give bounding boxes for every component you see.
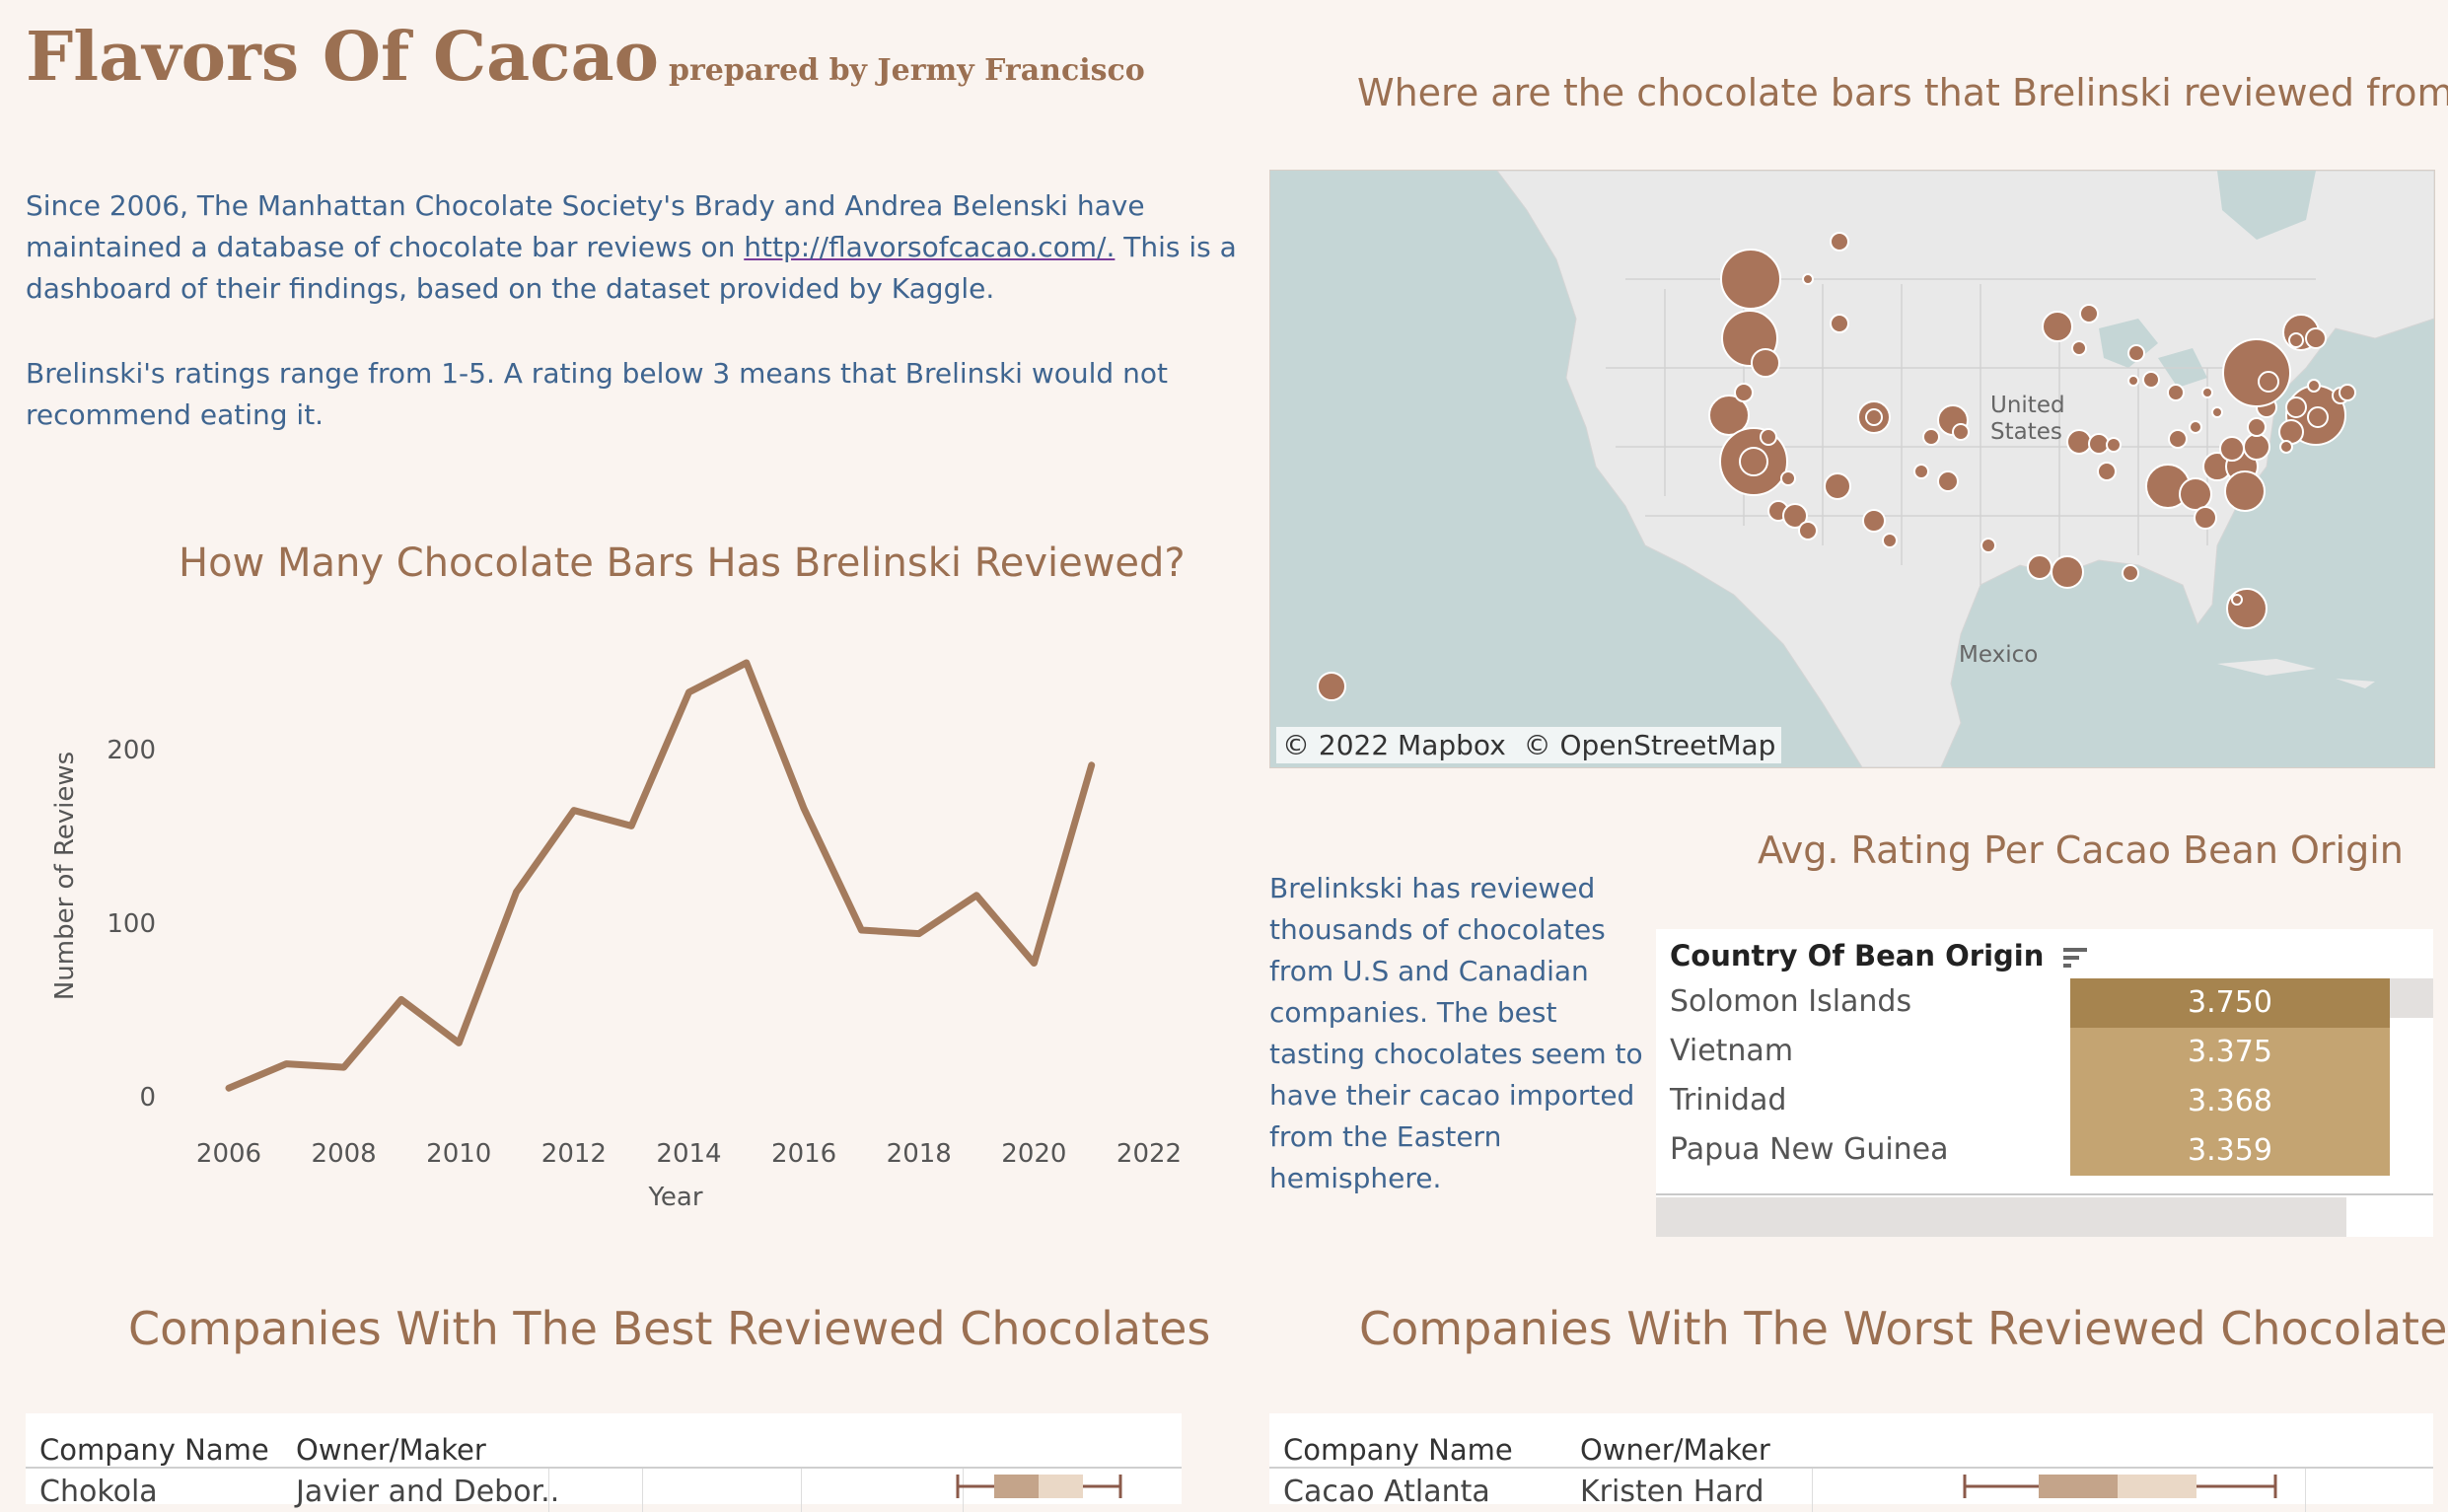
origin-column-header-label: Country Of Bean Origin (1670, 939, 2045, 972)
map-label-mexico: Mexico (1959, 642, 2038, 668)
map-attribution: © 2022 Mapbox © OpenStreetMap (1276, 727, 1782, 763)
origin-row[interactable]: Vietnam 3.375 (1656, 1028, 2433, 1077)
y-tick-label: 200 (107, 736, 156, 765)
title-subtitle: prepared by Jermy Francisco (668, 53, 1145, 88)
x-tick-label: 2010 (426, 1139, 491, 1169)
cell-divider (548, 1469, 549, 1512)
x-tick-label: 2008 (312, 1139, 377, 1169)
origin-country: Papua New Guinea (1670, 1132, 1949, 1167)
great-lakes (2099, 319, 2207, 388)
origin-country: Vietnam (1670, 1034, 1794, 1068)
cell-divider (642, 1469, 643, 1512)
origin-rating: 3.375 (2070, 1028, 2390, 1077)
worst-companies-title: Companies With The Worst Reviewed Chocol… (1359, 1302, 2448, 1355)
worst-companies-table[interactable]: Company Name Owner/Maker Cacao Atlanta K… (1269, 1413, 2433, 1512)
origin-column-header[interactable]: Country Of Bean Origin (1670, 939, 2091, 972)
vertical-scrollbar[interactable] (2390, 978, 2433, 1018)
intro-p1-pre: Since 2006, The Manhattan Chocolate Soci… (26, 189, 1145, 263)
map-svg: United States Mexico (1270, 171, 2434, 767)
intro-text: Since 2006, The Manhattan Chocolate Soci… (26, 185, 1239, 479)
best-companies-title: Companies With The Best Reviewed Chocola… (128, 1302, 1211, 1355)
reviews-line-chart[interactable]: 0 100 200 2006 2008 2010 2012 2014 2016 2018 2020… (30, 631, 1233, 1233)
x-tick-label: 2022 (1116, 1139, 1182, 1169)
cell-divider (963, 1469, 964, 1512)
worst-row-owner: Kristen Hard (1580, 1475, 1764, 1509)
x-tick-label: 2018 (887, 1139, 952, 1169)
best-col-company[interactable]: Company Name (39, 1433, 269, 1467)
x-tick-label: 2006 (196, 1139, 261, 1169)
origin-rating: 3.368 (2070, 1077, 2390, 1126)
worst-boxplot[interactable] (1960, 1469, 2285, 1504)
hudson-bay (2217, 171, 2316, 240)
table-divider (1656, 1193, 2433, 1195)
x-tick-label: 2012 (541, 1139, 607, 1169)
best-row-owner: Javier and Debor.. (296, 1475, 560, 1509)
best-col-owner[interactable]: Owner/Maker (296, 1433, 486, 1467)
sort-icon[interactable] (2061, 945, 2091, 971)
worst-header-divider (1269, 1467, 2433, 1469)
best-boxplot[interactable] (953, 1469, 1130, 1504)
y-tick-label: 0 (139, 1083, 156, 1113)
dashboard-title: Flavors Of Cacao prepared by Jermy Franci… (26, 18, 1145, 97)
osm-attribution[interactable]: © OpenStreetMap (1523, 729, 1776, 761)
series-line-reviews[interactable] (225, 659, 1096, 1092)
origin-country: Trinidad (1670, 1083, 1787, 1117)
cell-divider (2305, 1469, 2306, 1512)
y-tick-label: 100 (107, 909, 156, 939)
y-axis-label: Number of Reviews (50, 752, 80, 1000)
horizontal-scrollbar[interactable] (1656, 1197, 2346, 1237)
title-text: Flavors Of Cacao (26, 18, 659, 97)
caribbean-islands (2217, 659, 2375, 688)
best-row-company: Chokola (39, 1475, 158, 1509)
origin-country: Solomon Islands (1670, 984, 1912, 1019)
best-header-divider (26, 1467, 1182, 1469)
map-label-united: United (1990, 393, 2065, 418)
x-tick-label: 2020 (1001, 1139, 1066, 1169)
cell-divider (1812, 1469, 1813, 1512)
line-chart-title: How Many Chocolate Bars Has Brelinski Re… (179, 540, 1186, 586)
origin-rating: 3.750 (2070, 978, 2390, 1028)
map-title: Where are the chocolate bars that Brelin… (1357, 71, 2448, 114)
cell-divider (801, 1469, 802, 1512)
map-markers (1317, 232, 2356, 701)
worst-col-owner[interactable]: Owner/Maker (1580, 1433, 1770, 1467)
mapbox-attribution[interactable]: © 2022 Mapbox (1282, 729, 1506, 761)
origin-rating: 3.359 (2070, 1126, 2390, 1176)
origin-row[interactable]: Solomon Islands 3.750 (1656, 978, 2433, 1028)
x-axis-label: Year (647, 1183, 702, 1212)
intro-paragraph-2: Brelinski's ratings range from 1-5. A ra… (26, 357, 1168, 431)
x-tick-label: 2016 (771, 1139, 836, 1169)
intro-paragraph-1: Since 2006, The Manhattan Chocolate Soci… (26, 185, 1239, 310)
flavorsofcacao-link[interactable]: http://flavorsofcacao.com/. (744, 231, 1116, 263)
origin-row[interactable]: Trinidad 3.368 (1656, 1077, 2433, 1126)
x-tick-label: 2014 (656, 1139, 721, 1169)
origin-row[interactable]: Papua New Guinea 3.359 (1656, 1126, 2433, 1176)
side-description: Brelinkski has reviewed thousands of cho… (1269, 872, 1643, 1194)
worst-col-company[interactable]: Company Name (1283, 1433, 1513, 1467)
intro-p1-post: This is a dashboard of their findings, b… (26, 231, 1237, 305)
best-companies-table[interactable]: Company Name Owner/Maker Chokola Javier … (26, 1413, 1182, 1512)
us-map[interactable]: United States Mexico © 2022 Mapbox © Ope… (1269, 170, 2435, 768)
origin-table-title: Avg. Rating Per Cacao Bean Origin (1758, 828, 2404, 872)
map-label-states: States (1990, 419, 2062, 445)
origin-rating-table[interactable]: Country Of Bean Origin Solomon Islands 3… (1656, 929, 2433, 1237)
worst-row-company: Cacao Atlanta (1283, 1475, 1490, 1509)
